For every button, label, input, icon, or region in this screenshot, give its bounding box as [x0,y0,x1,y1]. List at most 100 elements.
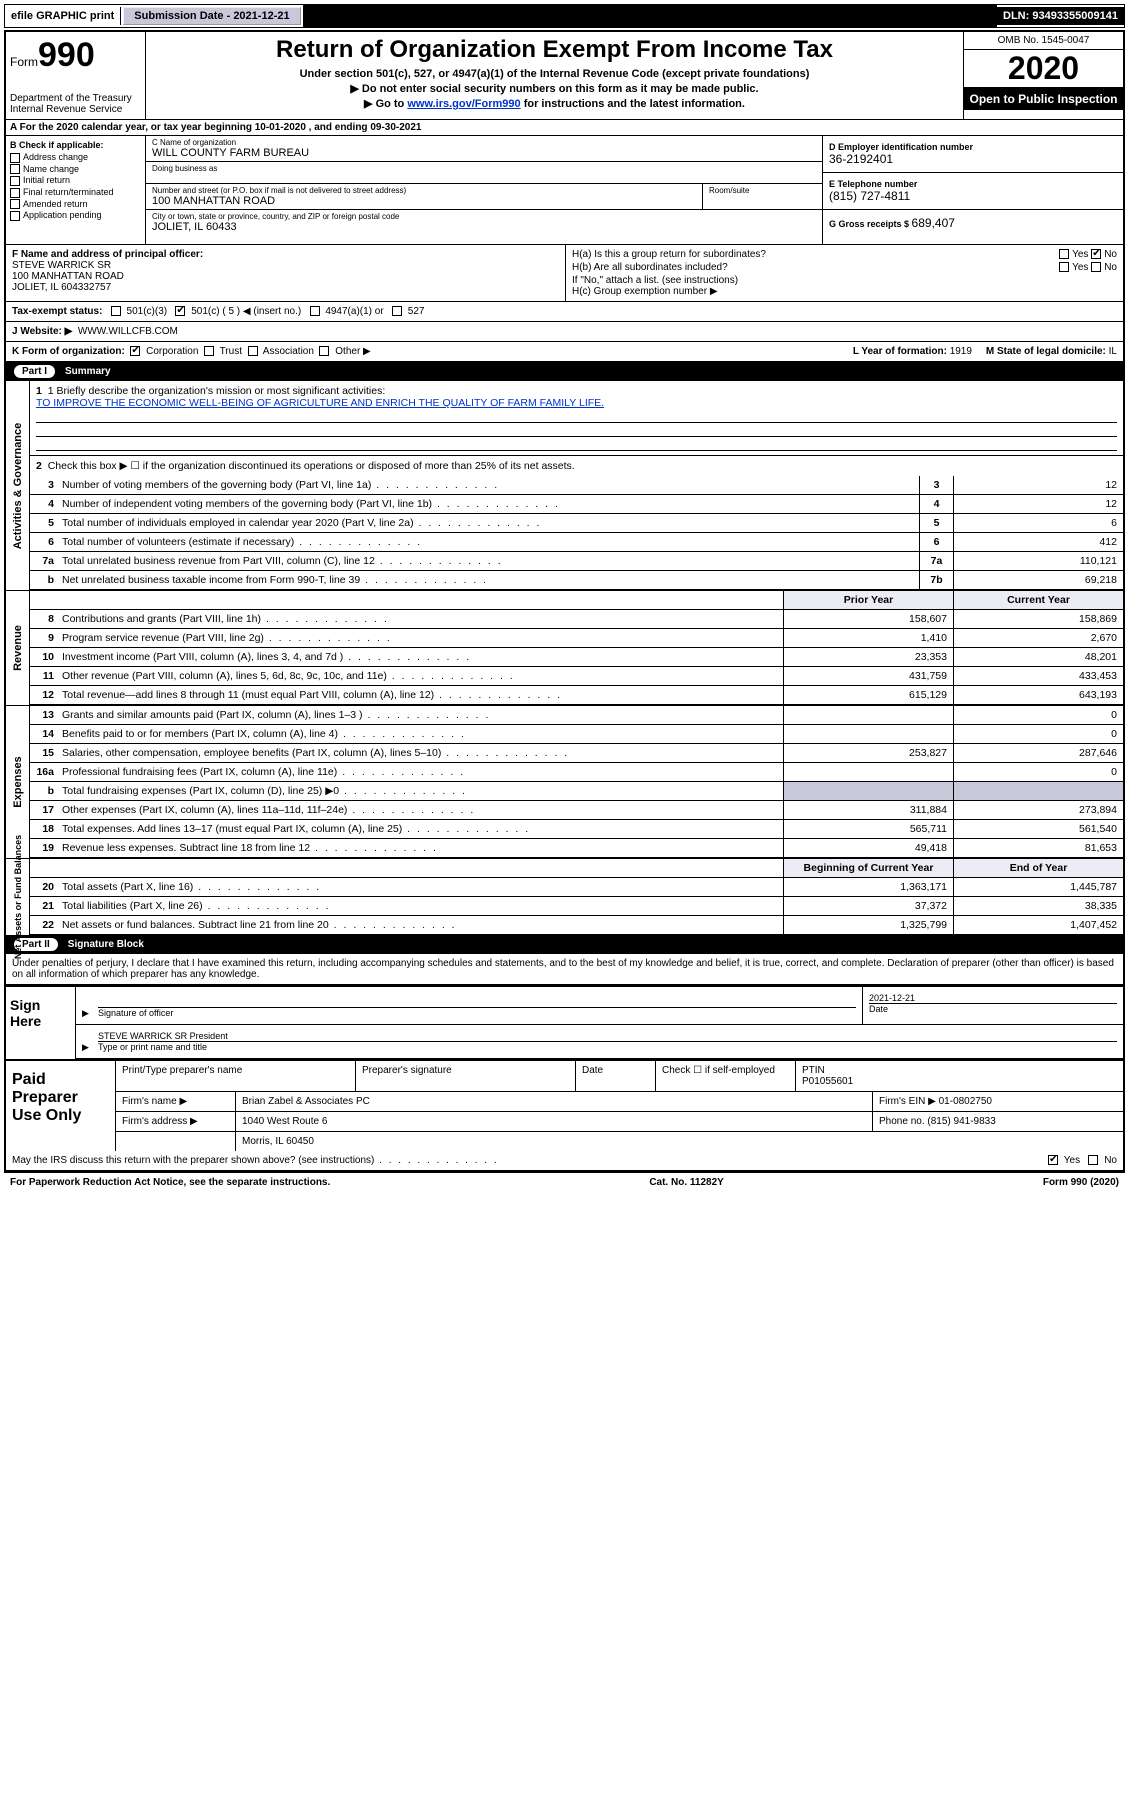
preparer-title: Paid Preparer Use Only [6,1061,116,1151]
ha-label: H(a) Is this a group return for subordin… [572,249,766,260]
side-gov: Activities & Governance [6,381,30,590]
table-row: 20Total assets (Part X, line 16)1,363,17… [30,878,1123,897]
goto-line: ▶ Go to www.irs.gov/Form990 for instruct… [154,97,955,110]
efile-label: efile GRAPHIC print [5,7,121,25]
header-left: Form990 Department of the Treasury Inter… [6,32,146,119]
discuss-no-chk[interactable] [1088,1155,1098,1165]
irs-label: Internal Revenue Service [10,104,141,115]
officer-name: STEVE WARRICK SR [12,260,559,271]
table-row: 12Total revenue—add lines 8 through 11 (… [30,686,1123,705]
briefly-block: 1 1 Briefly describe the organization's … [30,381,1123,455]
under-section: Under section 501(c), 527, or 4947(a)(1)… [154,68,955,80]
begin-year-hdr: Beginning of Current Year [783,859,953,877]
prior-year-hdr: Prior Year [783,591,953,609]
cat-no: Cat. No. 11282Y [649,1177,723,1188]
table-row: 4Number of independent voting members of… [30,495,1123,514]
hb-label: H(b) Are all subordinates included? [572,262,728,273]
phone-value: (815) 941-9833 [927,1116,995,1127]
website-value: WWW.WILLCFB.COM [78,326,178,337]
rev-grid: Revenue Prior Year Current Year 8Contrib… [6,590,1123,705]
sig-arrow-icon-2: ▶ [76,1025,92,1058]
submission-button[interactable]: Submission Date - 2021-12-21 [123,7,300,25]
chk-amended[interactable]: Amended return [10,199,141,210]
city-label: City or town, state or province, country… [152,212,816,221]
table-row: 3Number of voting members of the governi… [30,476,1123,495]
org-name: WILL COUNTY FARM BUREAU [152,147,816,159]
officer-addr1: 100 MANHATTAN ROAD [12,271,559,282]
table-row: 14Benefits paid to or for members (Part … [30,725,1123,744]
sig-date-value: 2021-12-21 [869,993,1117,1003]
exp-grid: Expenses 13Grants and similar amounts pa… [6,705,1123,858]
line-k: K Form of organization: Corporation Trus… [6,342,1123,362]
topbar-spacer [303,5,997,27]
form-title: Return of Organization Exempt From Incom… [154,36,955,64]
tax-status-row: Tax-exempt status: 501(c)(3) 501(c) ( 5 … [6,302,1123,322]
info-row: B Check if applicable: Address change Na… [6,136,1123,245]
chk-app-pending[interactable]: Application pending [10,210,141,221]
col-c: C Name of organization WILL COUNTY FARM … [146,136,823,244]
prep-sig-label: Preparer's signature [356,1061,576,1091]
top-bar: efile GRAPHIC print Submission Date - 20… [4,4,1125,28]
gov-grid: Activities & Governance 1 1 Briefly desc… [6,381,1123,590]
addr-value: 100 MANHATTAN ROAD [152,195,696,207]
line-a-text: A For the 2020 calendar year, or tax yea… [6,120,1123,135]
table-row: 13Grants and similar amounts paid (Part … [30,706,1123,725]
chk-trust[interactable] [204,346,214,356]
firm-addr1: 1040 West Route 6 [236,1112,873,1131]
form-word: Form [10,55,38,69]
chk-other[interactable] [319,346,329,356]
omb-number: OMB No. 1545-0047 [964,32,1123,50]
ha-yes-chk[interactable] [1059,249,1069,259]
chk-corp[interactable] [130,346,140,356]
table-row: 7aTotal unrelated business revenue from … [30,552,1123,571]
table-row: 21Total liabilities (Part X, line 26)37,… [30,897,1123,916]
sig-arrow-icon: ▶ [76,987,92,1024]
chk-initial-return[interactable]: Initial return [10,175,141,186]
chk-final-return[interactable]: Final return/terminated [10,187,141,198]
firm-name-label: Firm's name ▶ [116,1092,236,1111]
table-row: 5Total number of individuals employed in… [30,514,1123,533]
table-row: bTotal fundraising expenses (Part IX, co… [30,782,1123,801]
line2-text: Check this box ▶ ☐ if the organization d… [48,460,575,472]
hb-no-chk[interactable] [1091,262,1101,272]
penalty-text: Under penalties of perjury, I declare th… [6,954,1123,985]
city-value: JOLIET, IL 60433 [152,221,816,233]
line-j: J Website: ▶ WWW.WILLCFB.COM [6,322,1123,342]
prep-check-label: Check ☐ if self-employed [656,1061,796,1091]
hc-label: H(c) Group exemption number ▶ [572,286,1117,297]
goto-prefix: ▶ Go to [364,98,407,110]
hb-yes-chk[interactable] [1059,262,1069,272]
open-inspection: Open to Public Inspection [964,88,1123,110]
addr-label: Number and street (or P.O. box if mail i… [152,186,696,195]
discuss-yes-chk[interactable] [1048,1155,1058,1165]
chk-assoc[interactable] [248,346,258,356]
chk-address-change[interactable]: Address change [10,152,141,163]
chk-4947[interactable] [310,306,320,316]
h-block: H(a) Is this a group return for subordin… [566,245,1123,301]
sign-here-label: Sign Here [6,987,76,1059]
ptin-value: P01055601 [802,1076,853,1087]
firm-ein: 01-0802750 [939,1096,992,1107]
table-row: 10Investment income (Part VIII, column (… [30,648,1123,667]
form-ref: Form 990 (2020) [1043,1177,1119,1188]
table-row: 16aProfessional fundraising fees (Part I… [30,763,1123,782]
tel-value: (815) 727-4811 [829,189,1117,203]
tax-year: 2020 [964,50,1123,88]
discuss-row: May the IRS discuss this return with the… [6,1151,1123,1170]
phone-label: Phone no. [879,1116,925,1127]
m-value: IL [1109,346,1117,357]
table-row: 17Other expenses (Part IX, column (A), l… [30,801,1123,820]
chk-527[interactable] [392,306,402,316]
chk-501c3[interactable] [111,306,121,316]
ein-label: D Employer identification number [829,142,1117,152]
header-right: OMB No. 1545-0047 2020 Open to Public In… [963,32,1123,119]
col-de: D Employer identification number 36-2192… [823,136,1123,244]
chk-501c[interactable] [175,306,185,316]
chk-name-change[interactable]: Name change [10,164,141,175]
room-label: Room/suite [709,186,816,195]
ha-no-chk[interactable] [1091,249,1101,259]
sign-here-block: Sign Here ▶ Signature of officer 2021-12… [6,985,1123,1059]
goto-link[interactable]: www.irs.gov/Form990 [407,98,520,110]
header-center: Return of Organization Exempt From Incom… [146,32,963,119]
firm-ein-label: Firm's EIN ▶ [879,1096,936,1107]
